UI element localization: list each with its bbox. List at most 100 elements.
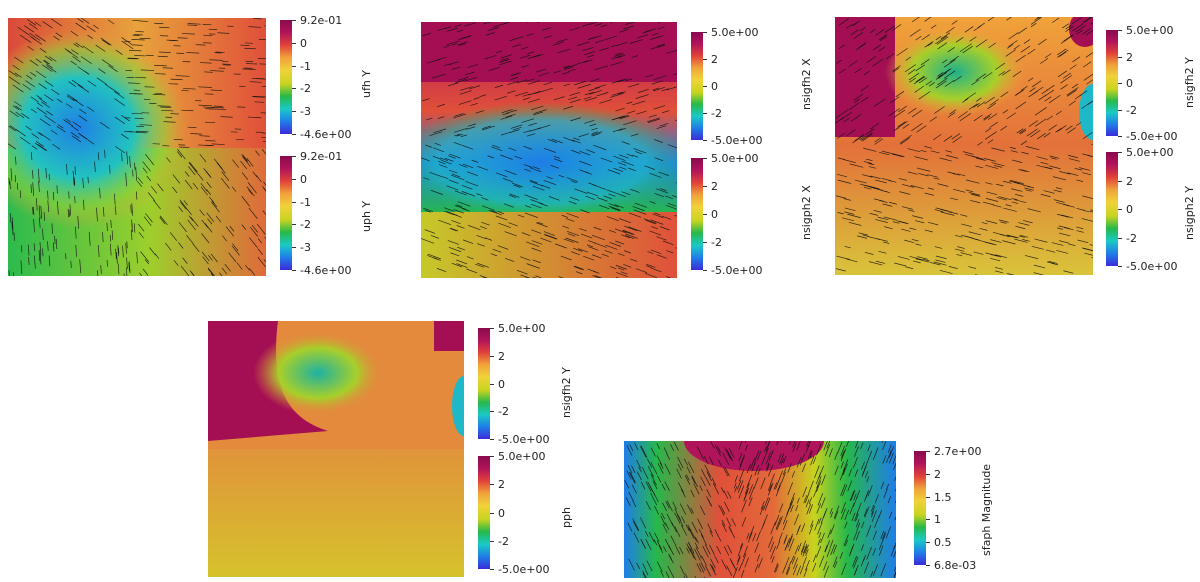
vector-glyph	[691, 521, 698, 533]
vector-glyph	[866, 56, 877, 63]
vector-glyph	[587, 35, 602, 41]
vector-glyph	[33, 218, 35, 233]
vector-glyph	[894, 516, 896, 521]
vector-glyph	[623, 264, 632, 268]
vector-glyph	[933, 134, 942, 141]
vector-glyph	[671, 195, 677, 198]
vector-glyph	[467, 64, 479, 68]
vector-glyph	[824, 540, 831, 553]
vector-glyph	[563, 66, 574, 71]
vector-glyph	[30, 152, 33, 160]
vector-glyph	[701, 469, 707, 479]
vector-glyph	[56, 125, 66, 133]
vector-glyph	[844, 207, 856, 212]
colorbar-tick-label: 6.8e-03	[934, 559, 977, 572]
vector-glyph	[508, 222, 518, 227]
vector-glyph	[618, 114, 629, 119]
colorbar-tick-mark	[490, 569, 494, 570]
vector-glyph	[1056, 250, 1069, 254]
vector-glyph	[874, 494, 879, 504]
vector-glyph	[844, 246, 851, 249]
vector-glyph	[1016, 128, 1024, 134]
vector-glyph	[837, 179, 852, 184]
vector-glyph	[840, 501, 846, 514]
vector-glyph	[742, 545, 748, 558]
vector-glyph	[666, 49, 677, 54]
vector-glyph	[927, 221, 939, 226]
vector-glyph	[894, 566, 896, 572]
vector-glyph	[440, 157, 449, 162]
vector-glyph	[935, 207, 949, 212]
vector-glyph	[935, 74, 943, 80]
vector-glyph	[247, 116, 262, 119]
colorbar-tick-label: -1	[300, 195, 311, 209]
vector-glyph	[68, 81, 77, 87]
vector-glyph	[649, 201, 656, 204]
vector-glyph	[462, 239, 474, 244]
vector-glyph	[645, 501, 651, 511]
vector-glyph	[1052, 176, 1067, 181]
vector-glyph	[608, 203, 619, 208]
vector-glyph	[812, 456, 817, 464]
colorbar-nsigph2-x	[691, 158, 703, 270]
vector-glyph	[73, 43, 80, 48]
vector-glyph	[897, 121, 906, 128]
vector-glyph	[131, 112, 143, 115]
vector-glyph	[1072, 23, 1084, 32]
vector-glyph	[987, 102, 997, 110]
vector-glyph	[492, 248, 502, 253]
vector-glyph	[791, 470, 795, 478]
vector-glyph	[854, 564, 859, 575]
vector-glyph	[17, 26, 30, 36]
vector-glyph	[654, 532, 660, 542]
vector-glyph	[870, 504, 875, 512]
vector-glyph	[246, 186, 255, 197]
vector-glyph	[581, 23, 591, 27]
vector-glyph	[186, 234, 194, 244]
vector-glyph	[886, 483, 889, 490]
vector-glyph	[927, 174, 939, 178]
vector-glyph	[687, 546, 695, 559]
vector-glyph	[617, 91, 626, 95]
vector-glyph	[732, 567, 738, 578]
vector-glyph	[448, 155, 456, 159]
vector-glyph	[685, 524, 690, 532]
vector-glyph	[1002, 109, 1009, 114]
vector-glyph	[220, 116, 233, 118]
vector-glyph	[1082, 195, 1093, 199]
vector-glyph	[1058, 225, 1070, 229]
vector-glyph	[803, 494, 808, 504]
vector-glyph	[1083, 17, 1093, 23]
vector-glyph	[893, 551, 896, 558]
vector-glyph	[748, 486, 755, 500]
vector-glyph	[1028, 120, 1039, 127]
vector-glyph	[75, 42, 84, 49]
colorbar-tick-label: 0	[1126, 203, 1133, 216]
vector-glyph	[975, 39, 988, 48]
vector-glyph	[484, 55, 497, 60]
vector-glyph	[576, 60, 589, 65]
vector-glyph	[702, 545, 709, 558]
vector-glyph	[820, 497, 826, 509]
vector-glyph	[619, 115, 630, 120]
vector-glyph	[466, 126, 476, 130]
vector-glyph	[83, 199, 85, 211]
vector-glyph	[589, 123, 597, 127]
vector-glyph	[843, 459, 849, 472]
vector-glyph	[208, 196, 215, 203]
vector-glyph	[26, 74, 33, 80]
vector-glyph	[578, 133, 589, 138]
vector-glyph	[646, 560, 653, 572]
vector-glyph	[870, 175, 881, 179]
vector-glyph	[558, 276, 564, 278]
vector-glyph	[884, 226, 893, 230]
colorbar-label-uph-y: uph Y	[360, 200, 373, 232]
vector-glyph	[44, 115, 56, 124]
vector-glyph	[1076, 179, 1084, 182]
vector-glyph	[786, 501, 793, 515]
vector-glyph	[706, 471, 712, 482]
vector-glyph	[1012, 70, 1022, 78]
vector-glyph	[48, 56, 57, 62]
vector-glyph	[1071, 83, 1079, 89]
vector-glyph	[1057, 49, 1069, 58]
